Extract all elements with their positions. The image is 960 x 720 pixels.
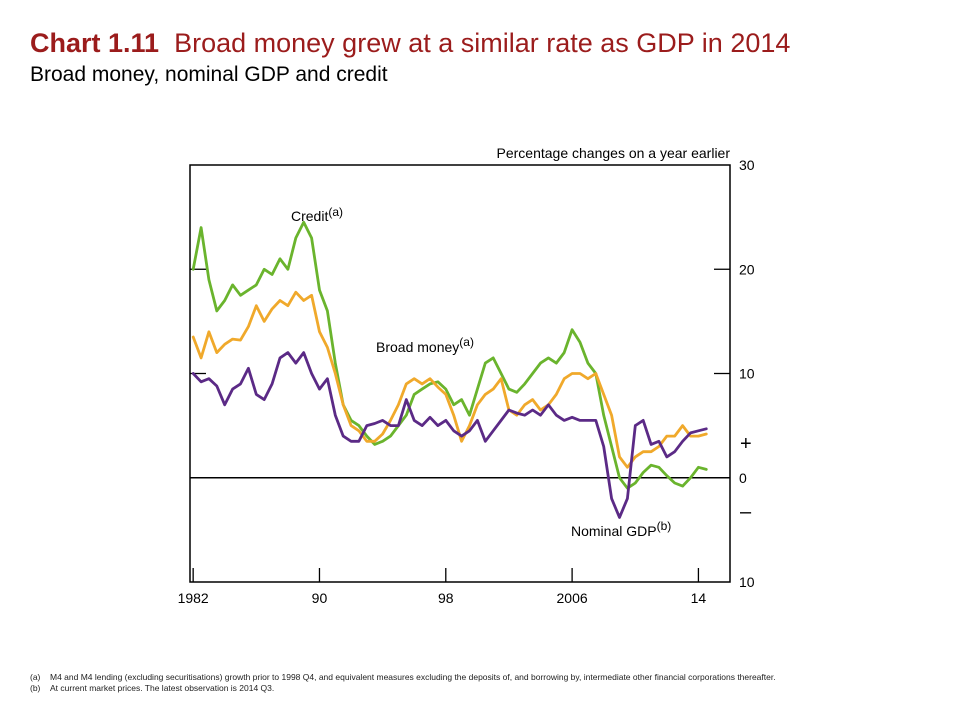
chart-number: Chart 1.11 (30, 28, 160, 58)
footnote-a: (a) M4 and M4 lending (excluding securit… (30, 672, 940, 683)
footnote-a-text: M4 and M4 lending (excluding securitisat… (50, 672, 776, 682)
axes: 30 20 10 0 10 1982 90 98 2006 14 (178, 157, 755, 606)
x-tick-label: 1982 (178, 590, 209, 606)
nominal-gdp-label-name: Nominal GDP (571, 523, 657, 539)
title-block: Chart 1.11 Broad money grew at a similar… (30, 26, 930, 88)
series-line-nominal-gdp (191, 351, 708, 519)
y-tick-label: 10 (739, 574, 755, 590)
x-tick-label: 90 (312, 590, 328, 606)
broad-money-label: Broad money(a) (376, 335, 474, 355)
footnote-a-marker: (a) (30, 672, 41, 682)
credit-label-name: Credit (291, 208, 328, 224)
y-tick-label: 30 (739, 157, 755, 173)
plot-frame (189, 164, 731, 583)
footnote-b-text: At current market prices. The latest obs… (50, 682, 275, 693)
x-tick-label: 14 (691, 590, 707, 606)
y-axis-label: Percentage changes on a year earlier (497, 145, 731, 161)
x-tick-label: 2006 (557, 590, 588, 606)
footnote-b-marker: (b) (30, 682, 41, 693)
footnotes: (a) M4 and M4 lending (excluding securit… (30, 672, 940, 693)
chart-subtitle: Broad money, nominal GDP and credit (30, 63, 388, 86)
y-tick-label: 0 (739, 470, 747, 486)
chart-title-text: Broad money grew at a similar rate as GD… (174, 28, 791, 58)
credit-label: Credit(a) (291, 205, 343, 224)
credit-label-note: (a) (328, 205, 343, 219)
series-line-broad-money (191, 290, 708, 469)
x-tick-label: 98 (438, 590, 454, 606)
series-annotations: Credit(a) Broad money(a) Nominal GDP(b) (291, 205, 671, 539)
y-tick-label: 20 (739, 261, 755, 277)
footnote-b: (b) At current market prices. The latest… (30, 683, 940, 694)
series-lines (191, 220, 708, 519)
broad-money-label-note: (a) (459, 335, 474, 349)
plus-sign: + (740, 433, 752, 455)
nominal-gdp-label-note: (b) (657, 519, 672, 533)
y-tick-label: 10 (739, 366, 755, 382)
minus-sign: – (740, 501, 752, 523)
nominal-gdp-label: Nominal GDP(b) (571, 519, 671, 539)
series-line-credit (191, 220, 708, 490)
chart-title: Chart 1.11 Broad money grew at a similar… (30, 26, 930, 60)
broad-money-label-name: Broad money (376, 339, 459, 355)
